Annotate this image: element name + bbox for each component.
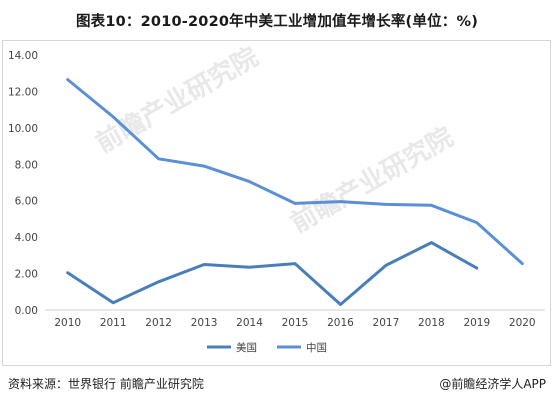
source-note: 资料来源：世界银行 前瞻产业研究院 — [8, 377, 204, 391]
brand-credit: @前瞻经济学人APP — [439, 377, 546, 391]
chart-title: 图表10：2010-2020年中美工业增加值年增长率(单位：%) — [75, 14, 479, 30]
x-tick-label: 2012 — [145, 317, 172, 329]
x-tick-label: 2015 — [282, 317, 309, 329]
x-tick-label: 2017 — [373, 317, 400, 329]
series-layer — [66, 78, 524, 306]
x-tick-label: 2014 — [236, 317, 263, 329]
y-tick-label: 8.00 — [15, 159, 38, 171]
y-tick-label: 10.00 — [8, 123, 38, 135]
x-tick-label: 2010 — [54, 317, 81, 329]
x-tick-label: 2019 — [463, 317, 490, 329]
x-tick-label: 2011 — [100, 317, 127, 329]
y-axis: 0.00 2.00 4.00 6.00 8.00 10.00 12.00 14.00 — [8, 50, 38, 317]
legend-label: 美国 — [236, 341, 257, 354]
x-tick-label: 2016 — [327, 317, 354, 329]
legend-label: 中国 — [306, 341, 327, 354]
x-axis: 2010 2011 2012 2013 2014 2015 2016 2017 2018 2019… — [45, 309, 545, 329]
y-tick-label: 0.00 — [15, 305, 38, 317]
y-tick-label: 12.00 — [8, 86, 38, 98]
legend: 美国 中国 — [207, 341, 327, 354]
y-tick-label: 2.00 — [15, 269, 38, 281]
series-line-1 — [66, 78, 524, 266]
x-tick-label: 2013 — [191, 317, 218, 329]
x-tick-label: 2018 — [418, 317, 445, 329]
x-tick-label: 2020 — [509, 317, 536, 329]
y-tick-label: 6.00 — [15, 196, 38, 208]
chart-frame — [2, 40, 551, 366]
y-tick-label: 4.00 — [15, 232, 38, 244]
y-tick-label: 14.00 — [8, 50, 38, 62]
series-line-0 — [66, 241, 479, 306]
